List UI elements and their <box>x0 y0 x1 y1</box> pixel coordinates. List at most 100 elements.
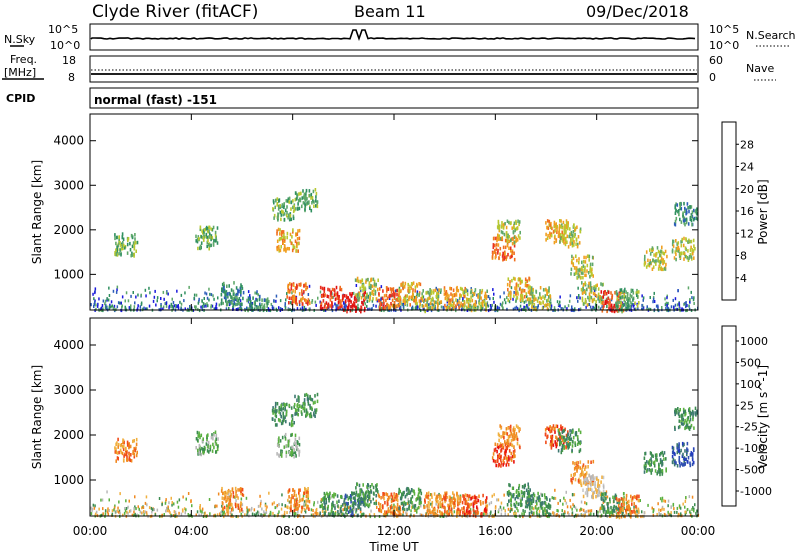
range-gate-cell <box>187 492 190 495</box>
nsearch-label: N.Search <box>746 29 796 42</box>
range-gate-cell <box>482 493 484 498</box>
range-gate-cell <box>199 227 202 232</box>
range-gate-cell <box>590 269 593 273</box>
range-gate-cell <box>605 301 607 305</box>
range-gate-cell <box>468 297 471 302</box>
range-gate-cell <box>290 200 293 205</box>
range-gate-cell <box>693 208 695 213</box>
range-gate-cell <box>338 296 340 301</box>
range-gate-cell <box>111 512 114 516</box>
range-gate-cell <box>280 217 282 222</box>
range-gate-cell <box>294 412 296 416</box>
range-gate-cell <box>402 304 405 308</box>
range-gate-cell <box>410 286 413 290</box>
range-gate-cell <box>220 293 223 297</box>
range-gate-cell <box>540 301 542 306</box>
range-gate-cell <box>613 309 616 314</box>
range-gate-cell <box>352 303 354 307</box>
range-gate-cell <box>249 303 251 307</box>
range-gate-cell <box>411 501 413 505</box>
range-gate-cell <box>676 510 678 514</box>
range-gate-cell <box>232 305 234 309</box>
range-gate-cell <box>573 243 575 247</box>
range-gate-cell <box>96 304 99 308</box>
range-gate-cell <box>114 450 117 454</box>
range-gate-cell <box>566 234 569 239</box>
range-gate-cell <box>399 489 401 494</box>
range-gate-cell <box>341 307 343 311</box>
range-gate-cell <box>387 304 390 308</box>
range-gate-cell <box>505 449 507 454</box>
range-gate-cell <box>689 216 692 220</box>
range-gate-cell <box>506 238 509 242</box>
range-gate-cell <box>214 230 217 235</box>
range-gate-cell <box>577 513 580 517</box>
range-gate-cell <box>386 493 389 497</box>
range-gate-cell <box>276 247 279 252</box>
range-gate-cell <box>259 502 262 506</box>
range-gate-cell <box>509 238 512 243</box>
range-gate-cell <box>276 443 279 447</box>
range-gate-cell <box>134 233 136 237</box>
range-gate-cell <box>584 501 586 505</box>
range-gate-cell <box>603 304 605 308</box>
range-gate-cell <box>113 506 116 510</box>
range-gate-cell <box>283 232 285 237</box>
range-gate-cell <box>334 506 336 510</box>
range-gate-cell <box>578 257 580 261</box>
range-gate-cell <box>371 290 374 294</box>
range-gate-cell <box>676 506 679 510</box>
range-gate-cell <box>234 486 237 491</box>
range-gate-cell <box>585 305 587 309</box>
range-gate-cell <box>292 294 294 299</box>
range-gate-cell <box>180 512 183 516</box>
range-gate-cell <box>453 301 455 305</box>
range-gate-cell <box>414 504 417 508</box>
range-gate-cell <box>165 498 167 502</box>
nave-tick-top: 60 <box>709 54 723 67</box>
range-gate-cell <box>396 493 399 498</box>
range-gate-cell <box>440 503 442 507</box>
range-gate-cell <box>248 508 250 512</box>
range-gate-cell <box>659 260 662 265</box>
range-gate-cell <box>532 507 535 511</box>
range-gate-cell <box>427 290 430 295</box>
range-gate-cell <box>428 510 431 514</box>
range-gate-cell <box>324 303 326 307</box>
range-gate-cell <box>684 302 686 306</box>
range-gate-cell <box>280 449 282 453</box>
range-gate-cell <box>223 296 226 300</box>
range-gate-cell <box>592 291 595 296</box>
range-gate-cell <box>300 405 303 409</box>
nsearch-tick-bottom: 10^0 <box>709 39 739 52</box>
range-gate-cell <box>298 442 301 447</box>
range-gate-cell <box>569 241 572 245</box>
range-gate-cell <box>290 406 293 410</box>
range-gate-cell <box>673 256 676 260</box>
range-gate-cell <box>200 305 202 309</box>
range-gate-cell <box>343 301 345 305</box>
range-gate-cell <box>417 505 420 510</box>
range-gate-cell <box>135 295 137 299</box>
range-gate-cell <box>417 494 419 499</box>
range-gate-cell <box>637 306 639 310</box>
range-gate-cell <box>685 220 688 225</box>
range-gate-cell <box>229 510 232 514</box>
range-gate-cell <box>498 306 501 310</box>
range-gate-cell <box>302 494 305 498</box>
range-gate-cell <box>636 304 639 308</box>
range-gate-cell <box>298 228 301 233</box>
range-gate-cell <box>528 297 530 301</box>
range-gate-cell <box>115 235 118 240</box>
range-gate-cell <box>424 505 426 509</box>
range-gate-cell <box>346 306 349 310</box>
range-gate-cell <box>403 296 405 301</box>
range-gate-cell <box>462 291 464 295</box>
range-gate-cell <box>440 305 443 309</box>
range-gate-cell <box>375 494 377 498</box>
range-gate-cell <box>368 513 371 517</box>
range-gate-cell <box>227 295 229 299</box>
range-gate-cell <box>121 244 124 249</box>
range-gate-cell <box>191 504 193 508</box>
range-gate-cell <box>412 505 414 509</box>
